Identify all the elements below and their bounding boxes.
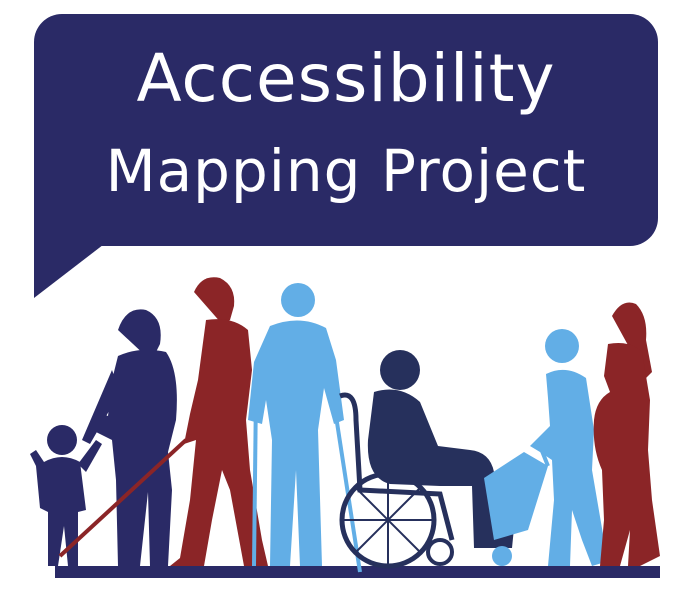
woman-holding-hand-silhouette-icon	[82, 309, 177, 566]
speech-bubble	[34, 14, 658, 246]
shopping-trolley-icon	[484, 445, 550, 566]
child-silhouette-icon	[30, 425, 102, 566]
man-with-crutches-silhouette-icon	[248, 283, 362, 573]
woman-with-trolley-silhouette-icon	[530, 329, 612, 566]
logo-title-line-1: Accessibility	[136, 40, 556, 117]
pregnant-woman-silhouette-icon	[593, 302, 660, 566]
logo-title-line-2: Mapping Project	[105, 137, 587, 205]
man-with-white-cane-silhouette-icon	[58, 277, 268, 566]
wheelchair-user-silhouette-icon	[339, 350, 514, 569]
ground-bar	[55, 566, 660, 578]
